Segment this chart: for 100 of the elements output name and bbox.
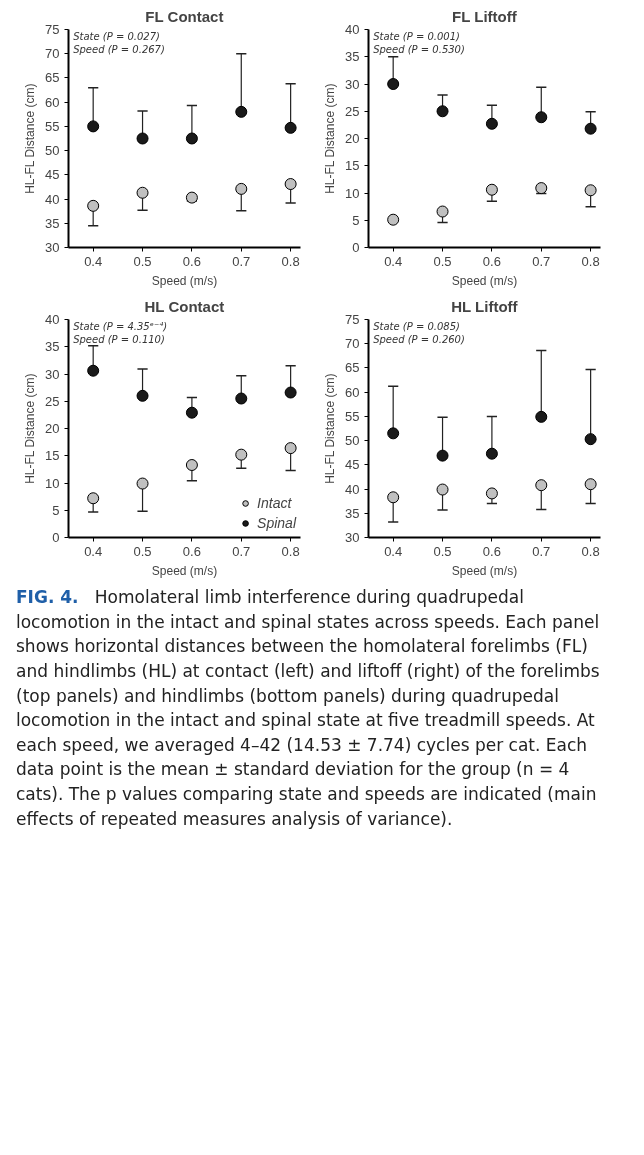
y-tick-label: 10	[345, 185, 360, 201]
y-tick-label: 75	[345, 312, 360, 327]
annotation: State (P = 0.027)	[73, 30, 160, 42]
x-tick-label: 0.6	[182, 253, 201, 269]
x-axis-title: Speed (m/s)	[451, 273, 518, 288]
y-tick-label: 20	[45, 421, 60, 436]
y-tick-label: 70	[345, 336, 360, 352]
x-tick-label: 0.5	[433, 543, 452, 559]
annotation: Speed (P = 0.260)	[373, 333, 465, 345]
y-tick-label: 30	[345, 530, 360, 545]
x-tick-label: 0.8	[281, 543, 300, 559]
y-tick-label: 35	[345, 49, 360, 65]
point	[387, 491, 400, 504]
point	[485, 447, 498, 460]
point	[284, 442, 297, 455]
point	[87, 492, 100, 505]
y-tick-label: 40	[45, 191, 60, 207]
y-tick-label: 0	[52, 530, 60, 545]
x-tick-label: 0.7	[232, 543, 251, 559]
x-axis-title: Speed (m/s)	[151, 563, 218, 578]
point	[535, 479, 548, 492]
point	[436, 483, 449, 496]
y-tick-label: 30	[45, 240, 60, 255]
y-tick-label: 40	[345, 481, 360, 497]
point	[436, 105, 449, 118]
x-tick-label: 0.5	[433, 253, 452, 269]
y-tick-label: 50	[45, 143, 60, 159]
x-tick-label: 0.6	[482, 253, 501, 269]
x-tick-label: 0.8	[581, 253, 600, 269]
y-tick-label: 50	[345, 433, 360, 449]
point	[584, 184, 597, 197]
point	[136, 389, 149, 402]
x-tick-label: 0.5	[133, 253, 152, 269]
point	[235, 392, 248, 405]
y-tick-label: 30	[45, 366, 60, 382]
y-axis-title: HL-FL Distance (cm)	[23, 373, 38, 484]
point	[387, 427, 400, 440]
annotation: State (P = 4.35ᵉ⁻⁴)	[73, 320, 168, 332]
y-tick-label: 35	[45, 215, 60, 231]
point	[436, 205, 449, 218]
y-tick-label: 35	[45, 339, 60, 355]
y-tick-label: 55	[345, 408, 360, 424]
point	[235, 182, 248, 195]
point	[185, 459, 198, 471]
y-tick-label: 5	[52, 502, 60, 518]
annotation: Speed (P = 0.530)	[373, 43, 465, 55]
x-tick-label: 0.7	[532, 543, 551, 559]
x-tick-label: 0.7	[532, 253, 551, 269]
y-tick-label: 25	[345, 103, 360, 119]
y-tick-label: 25	[45, 393, 60, 409]
chart-title: HL Contact	[144, 297, 225, 315]
x-tick-label: 0.8	[281, 253, 300, 269]
chart-title: HL Liftoff	[451, 297, 519, 315]
annotation: State (P = 0.085)	[373, 320, 460, 332]
x-tick-label: 0.4	[84, 253, 103, 269]
y-axis-title: HL-FL Distance (cm)	[323, 83, 338, 194]
point	[235, 105, 248, 118]
x-tick-label: 0.6	[182, 543, 201, 559]
y-tick-label: 30	[345, 76, 360, 92]
point	[584, 478, 597, 491]
y-tick-label: 35	[345, 505, 360, 521]
y-tick-label: 70	[45, 46, 60, 62]
point	[185, 406, 198, 419]
y-tick-label: 60	[45, 94, 60, 110]
point	[136, 132, 149, 145]
point	[485, 487, 498, 500]
x-tick-label: 0.6	[482, 543, 501, 559]
point	[485, 117, 498, 130]
point	[387, 78, 400, 90]
point	[185, 132, 198, 145]
point	[185, 191, 198, 204]
point	[584, 433, 597, 446]
point	[485, 183, 498, 196]
y-tick-label: 10	[45, 475, 60, 491]
x-tick-label: 0.8	[581, 543, 600, 559]
y-tick-label: 15	[345, 158, 360, 174]
chart-title: FL Liftoff	[452, 7, 518, 25]
chart-title: FL Contact	[145, 7, 224, 25]
legend-label: Intact	[257, 495, 292, 511]
y-tick-label: 5	[352, 212, 360, 228]
x-tick-label: 0.4	[84, 543, 103, 559]
y-tick-label: 15	[45, 448, 60, 464]
point	[284, 386, 297, 399]
y-axis-title: HL-FL Distance (cm)	[23, 83, 38, 194]
y-tick-label: 60	[345, 384, 360, 400]
point	[436, 449, 449, 462]
x-tick-label: 0.5	[133, 543, 152, 559]
y-tick-label: 55	[45, 118, 60, 134]
y-tick-label: 75	[45, 22, 60, 37]
caption: FIG. 4.	[16, 587, 79, 607]
y-axis-title: HL-FL Distance (cm)	[323, 373, 338, 484]
point	[387, 213, 400, 226]
point	[535, 410, 548, 423]
point	[136, 477, 149, 490]
x-tick-label: 0.7	[232, 253, 251, 269]
y-tick-label: 40	[45, 312, 60, 327]
point	[235, 448, 248, 461]
point	[87, 199, 100, 212]
x-tick-label: 0.4	[384, 253, 403, 269]
annotation: Speed (P = 0.110)	[73, 333, 165, 345]
